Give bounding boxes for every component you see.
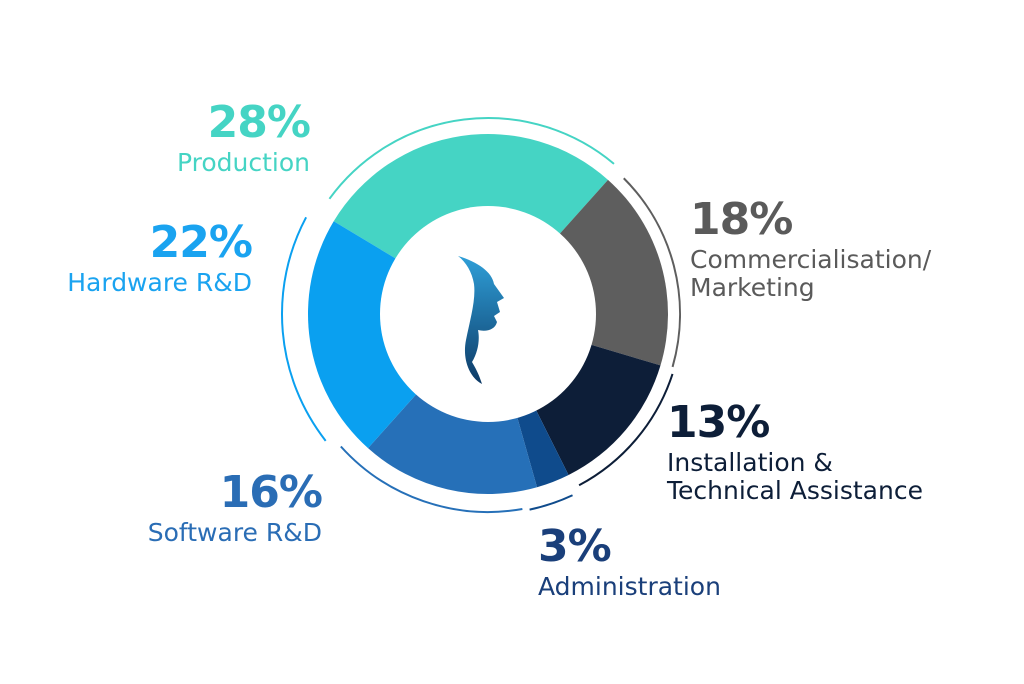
segment-label: 16% Software R&D xyxy=(147,467,323,547)
segment-label: 28% Production xyxy=(176,97,311,177)
value-label: 16% xyxy=(219,467,323,518)
segment-label: 22% Hardware R&D xyxy=(67,217,253,297)
guide-arc xyxy=(340,445,523,513)
value-label: 22% xyxy=(149,217,253,268)
value-label: 13% xyxy=(667,397,770,448)
segment-label: 13% Installation & Technical Assistance xyxy=(667,397,923,506)
category-label: Installation & Technical Assistance xyxy=(667,447,923,506)
category-label: Administration xyxy=(538,571,721,601)
segment-label: 3% Administration xyxy=(538,521,721,601)
guide-arc xyxy=(328,117,615,200)
guide-arc xyxy=(529,494,573,511)
segment-label: 18% Commercialisation/ Marketing xyxy=(690,194,932,303)
value-label: 28% xyxy=(207,97,311,148)
guide-arc xyxy=(281,216,327,442)
category-label: Hardware R&D xyxy=(67,267,252,297)
guide-arc xyxy=(623,177,681,368)
value-label: 18% xyxy=(690,194,793,245)
logo xyxy=(458,256,504,384)
guide-arc xyxy=(578,373,674,487)
category-label: Commercialisation/ Marketing xyxy=(690,244,932,303)
category-label: Production xyxy=(176,147,310,177)
value-label: 3% xyxy=(538,521,612,572)
category-label: Software R&D xyxy=(147,517,322,547)
